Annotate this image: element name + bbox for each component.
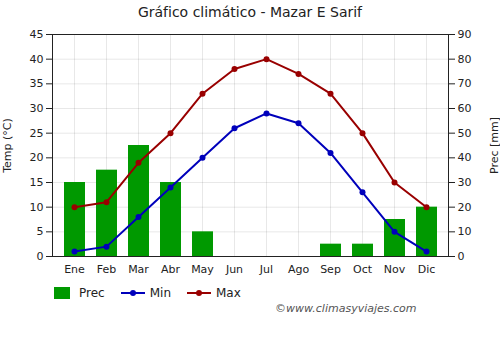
svg-text:80: 80 [458,53,472,66]
svg-text:20: 20 [458,201,472,214]
svg-text:Ene: Ene [64,263,85,276]
svg-text:20: 20 [30,151,44,164]
svg-text:25: 25 [30,127,44,140]
svg-text:Feb: Feb [97,263,116,276]
html-text:Gráfico climático - Mazar E Sa: Gráfico climático - Mazar E Sarif [137,4,363,20]
svg-text:Mar: Mar [128,263,149,276]
svg-text:35: 35 [30,77,44,90]
svg-text:5: 5 [37,225,44,238]
html-text:Prec: Prec [79,286,105,300]
svg-text:70: 70 [458,77,472,90]
svg-text:50: 50 [458,127,472,140]
html-text:Max: Max [216,286,241,300]
svg-text:60: 60 [458,102,472,115]
svg-text:10: 10 [458,225,472,238]
svg-text:Abr: Abr [161,263,181,276]
svg-text:0: 0 [37,250,44,263]
svg-text:40: 40 [458,151,472,164]
svg-text:Prec [mm]: Prec [mm] [488,117,500,174]
svg-text:40: 40 [30,53,44,66]
svg-text:Oct: Oct [353,263,373,276]
svg-text:0: 0 [458,250,465,263]
svg-text:30: 30 [458,176,472,189]
svg-text:Ago: Ago [288,263,310,276]
svg-text:Jul: Jul [259,263,273,276]
svg-text:Nov: Nov [384,263,406,276]
svg-text:90: 90 [458,28,472,41]
svg-text:Dic: Dic [418,263,436,276]
svg-text:Sep: Sep [320,263,341,276]
svg-text:Jun: Jun [225,263,243,276]
html-text:Min: Min [149,286,171,300]
svg-text:May: May [191,263,214,276]
svg-text:30: 30 [30,102,44,115]
html-text:©www.climasyviajes.com: ©www.climasyviajes.com [275,302,417,315]
svg-text:Temp (°C): Temp (°C) [1,118,14,174]
svg-text:45: 45 [30,28,44,41]
svg-text:15: 15 [30,176,44,189]
svg-text:10: 10 [30,201,44,214]
